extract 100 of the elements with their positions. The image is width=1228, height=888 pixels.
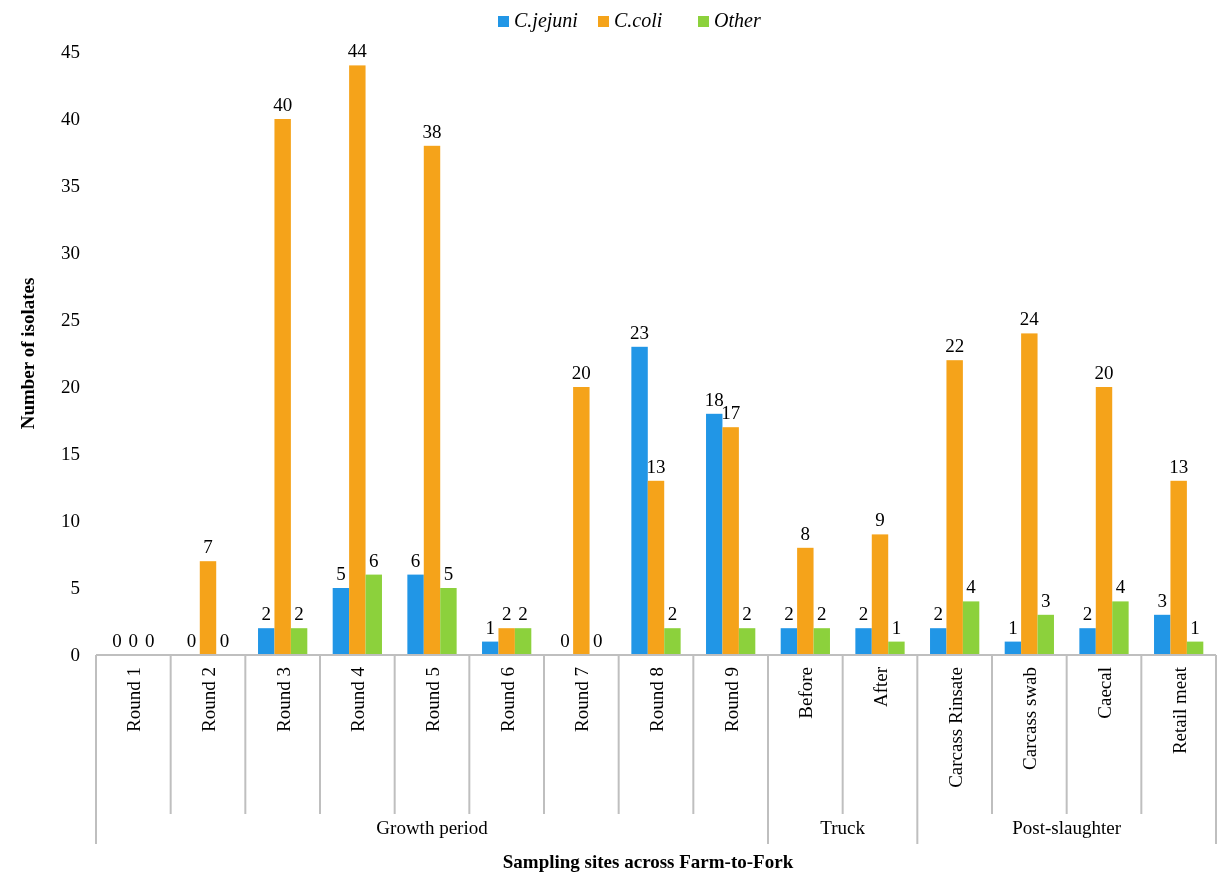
bar — [722, 427, 739, 655]
y-axis-title: Number of isolates — [17, 277, 38, 430]
x-tick-label: Carcass Rinsate — [944, 667, 966, 788]
x-tick-label: Retail meat — [1168, 666, 1190, 755]
bar — [855, 628, 872, 655]
data-label: 1 — [485, 616, 495, 638]
bar — [888, 641, 905, 655]
x-tick-label: Round 9 — [720, 667, 742, 732]
data-label: 6 — [369, 549, 379, 571]
data-label: 23 — [630, 321, 650, 343]
data-label: 2 — [1082, 603, 1093, 625]
bar — [797, 547, 814, 655]
data-label: 20 — [571, 362, 591, 383]
data-label: 2 — [784, 603, 794, 625]
text: Truck — [820, 817, 866, 838]
data-label: 0 — [560, 630, 570, 651]
y-tick-label: 10 — [61, 510, 80, 531]
bar — [199, 561, 217, 655]
x-tick-label: Before — [795, 667, 817, 719]
data-label: 2 — [858, 603, 869, 625]
data-label: 13 — [1169, 455, 1189, 477]
data-label: 7 — [203, 536, 213, 558]
legend-label: C.coli — [614, 9, 663, 31]
x-tick-label: Round 6 — [496, 667, 518, 732]
data-label: 2 — [933, 603, 943, 625]
data-label: 2 — [667, 603, 678, 625]
data-label: 6 — [410, 549, 421, 571]
bar — [1037, 614, 1054, 655]
data-label: 0 — [128, 630, 139, 651]
text: Post-slaughter — [1012, 817, 1122, 838]
data-label: 2 — [261, 603, 271, 625]
bar — [647, 480, 665, 655]
data-label: 4 — [1115, 576, 1126, 598]
data-label: 18 — [704, 388, 724, 410]
bar — [1021, 333, 1038, 655]
data-label: 9 — [875, 509, 885, 531]
bar — [664, 628, 681, 655]
bar — [813, 628, 830, 655]
bar — [1154, 614, 1171, 655]
data-label: 0 — [145, 630, 155, 651]
bar — [1170, 480, 1187, 655]
data-label: 44 — [347, 40, 368, 62]
bar — [946, 360, 963, 655]
y-tick-label: 40 — [61, 108, 80, 129]
data-label: 2 — [501, 603, 512, 625]
y-tick-label: 45 — [61, 41, 80, 62]
data-label: 40 — [273, 94, 293, 115]
data-label: 3 — [1041, 589, 1051, 611]
bar — [1079, 628, 1096, 655]
data-label: 2 — [742, 603, 752, 625]
data-label: 13 — [646, 455, 666, 477]
bar — [962, 601, 980, 655]
data-label: 2 — [817, 603, 827, 625]
data-label: 0 — [219, 630, 230, 651]
bar — [514, 628, 532, 655]
data-label: 0 — [186, 630, 197, 651]
y-tick-label: 35 — [61, 175, 80, 196]
data-label: 24 — [1019, 308, 1040, 330]
data-label: 1 — [891, 616, 902, 638]
x-tick-label: Round 2 — [198, 667, 219, 732]
data-label: 1 — [1008, 616, 1018, 638]
bar — [290, 628, 308, 655]
bar — [498, 628, 515, 655]
bar — [407, 574, 424, 655]
bar — [440, 588, 457, 655]
legend-label: C.jejuni — [514, 9, 578, 32]
bar — [573, 387, 590, 655]
bar — [258, 628, 275, 655]
data-label: 20 — [1094, 362, 1114, 383]
x-tick-label: Round 1 — [123, 667, 145, 732]
y-tick-label: 5 — [70, 577, 80, 598]
bar — [274, 119, 291, 655]
data-label: 2 — [294, 603, 304, 625]
y-tick-label: 15 — [61, 443, 80, 464]
y-tick-label: 30 — [61, 242, 80, 263]
data-label: 2 — [518, 603, 528, 625]
x-axis-title: Sampling sites across Farm-to-Fork — [502, 851, 794, 872]
data-label: 8 — [800, 522, 811, 544]
bar — [871, 534, 889, 655]
bar — [349, 65, 366, 655]
bar — [423, 145, 441, 655]
data-label: 4 — [966, 576, 977, 598]
data-label: 0 — [112, 630, 122, 651]
legend-label: Other — [714, 9, 761, 31]
x-tick-label: Round 3 — [272, 667, 294, 732]
x-tick-label: Round 8 — [646, 667, 667, 732]
data-label: 5 — [336, 563, 346, 584]
y-tick-label: 20 — [61, 376, 80, 397]
data-label: 22 — [945, 335, 965, 357]
data-label: 5 — [443, 563, 454, 584]
data-label: 38 — [422, 120, 442, 142]
x-tick-label: Carcass swab — [1019, 667, 1041, 770]
x-tick-label: Round 7 — [571, 667, 593, 732]
y-tick-label: 0 — [70, 644, 80, 665]
x-tick-label: Round 4 — [347, 666, 369, 732]
text: Growth period — [376, 817, 489, 838]
x-tick-label: After — [870, 666, 891, 708]
x-tick-label: Round 5 — [422, 667, 443, 732]
data-label: 3 — [1157, 589, 1167, 611]
bar — [365, 574, 382, 655]
